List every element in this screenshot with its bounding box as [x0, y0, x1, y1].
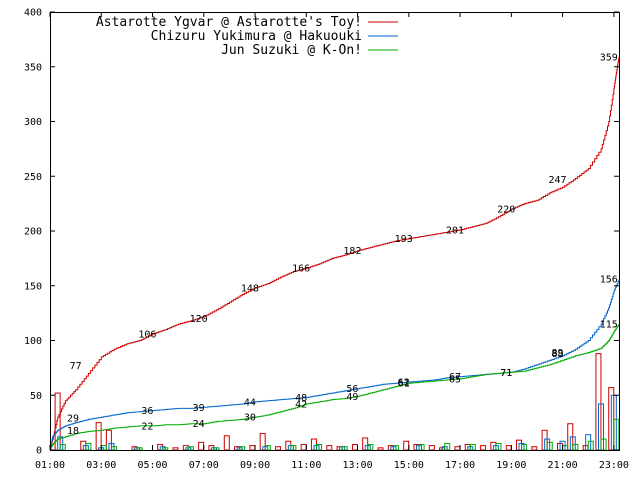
data-label-1: 182: [343, 246, 361, 257]
data-label-2: 71: [500, 368, 512, 379]
bar-1: [377, 447, 384, 451]
data-label-2: 44: [244, 397, 256, 408]
data-label-2: 29: [67, 414, 79, 425]
data-label-3: 89: [551, 348, 563, 359]
bar-1: [275, 446, 282, 451]
y-tick-label: 300: [24, 117, 42, 128]
data-label-1: 220: [497, 205, 515, 216]
x-tick-label: 03:00: [86, 460, 116, 471]
legend-label-1: Astarotte Ygvar @ Astarotte's Toy!: [96, 15, 362, 30]
data-label-1: 193: [395, 234, 413, 245]
data-label-1: 120: [190, 314, 208, 325]
data-label-1: 166: [292, 264, 310, 275]
data-label-2: 39: [193, 403, 205, 414]
bar-1: [326, 445, 333, 451]
legend: Astarotte Ygvar @ Astarotte's Toy!Chizur…: [96, 15, 398, 58]
data-label-3: 22: [141, 421, 153, 432]
labels-layer: 77 106 120 148 166 182 193 201 220 247 359 29 36 39 44…: [67, 52, 618, 436]
x-tick-label: 19:00: [496, 460, 526, 471]
y-axis-ticks: 0 50 100 150 200 250 300 350 400: [24, 8, 619, 457]
lines-layer: [49, 56, 620, 451]
x-tick-label: 01:00: [35, 460, 65, 471]
y-tick-label: 100: [24, 336, 42, 347]
series-line-2: [49, 279, 620, 451]
data-label-2: 67: [449, 372, 461, 383]
data-label-3: 115: [600, 320, 618, 331]
y-tick-label: 250: [24, 172, 42, 183]
data-label-2: 62: [398, 378, 410, 389]
bar-1: [531, 446, 538, 451]
data-label-1: 247: [548, 175, 566, 186]
series-line-3: [49, 324, 620, 451]
data-label-3: 61: [398, 379, 410, 390]
bar-1: [172, 447, 179, 451]
x-axis-ticks: 01:00 03:00 05:00 07:00 09:00 11:00 13:00 15:00…: [35, 12, 629, 471]
legend-label-3: Jun Suzuki @ K-On!: [221, 43, 362, 58]
data-label-3: 24: [193, 419, 205, 430]
data-label-3: 30: [244, 413, 256, 424]
bar-1: [300, 444, 307, 451]
x-tick-label: 13:00: [343, 460, 373, 471]
bar-1: [351, 444, 358, 451]
data-label-1: 359: [600, 52, 618, 63]
x-tick-label: 05:00: [137, 460, 167, 471]
data-label-2: 56: [346, 384, 358, 395]
bar-1: [428, 445, 435, 451]
data-label-3: 65: [449, 374, 461, 385]
data-label-2: 88: [551, 349, 563, 360]
data-label-3: 49: [346, 392, 358, 403]
x-tick-label: 17:00: [445, 460, 475, 471]
bar-1: [403, 440, 410, 451]
bar-1: [505, 445, 512, 451]
data-label-3: 18: [67, 426, 79, 437]
data-label-1: 201: [446, 225, 464, 236]
x-tick-label: 11:00: [291, 460, 321, 471]
data-label-2: 36: [141, 406, 153, 417]
y-tick-label: 150: [24, 281, 42, 292]
bar-1: [95, 422, 102, 451]
y-tick-label: 50: [30, 391, 42, 402]
data-label-3: 42: [295, 400, 307, 411]
data-label-1: 106: [138, 329, 156, 340]
y-tick-label: 200: [24, 227, 42, 238]
bar-1: [454, 446, 461, 451]
bar-1: [480, 445, 487, 451]
plot-frame: [50, 12, 620, 451]
x-tick-label: 09:00: [240, 460, 270, 471]
bar-1: [249, 445, 256, 451]
legend-label-2: Chizuru Yukimura @ Hakuouki: [151, 29, 362, 44]
bar-1: [223, 435, 230, 451]
data-label-1: 77: [70, 361, 82, 372]
x-tick-label: 21:00: [548, 460, 578, 471]
series-line-1: [49, 56, 620, 451]
y-tick-label: 350: [24, 62, 42, 73]
data-label-2: 48: [295, 393, 307, 404]
x-tick-label: 23:00: [599, 460, 629, 471]
y-tick-label: 0: [36, 446, 42, 457]
x-tick-label: 15:00: [394, 460, 424, 471]
bar-1: [198, 441, 205, 451]
data-label-3: 71: [500, 368, 512, 379]
x-tick-label: 07:00: [189, 460, 219, 471]
y-tick-label: 400: [24, 8, 42, 19]
data-label-2: 156: [600, 275, 618, 286]
data-label-1: 148: [241, 283, 259, 294]
